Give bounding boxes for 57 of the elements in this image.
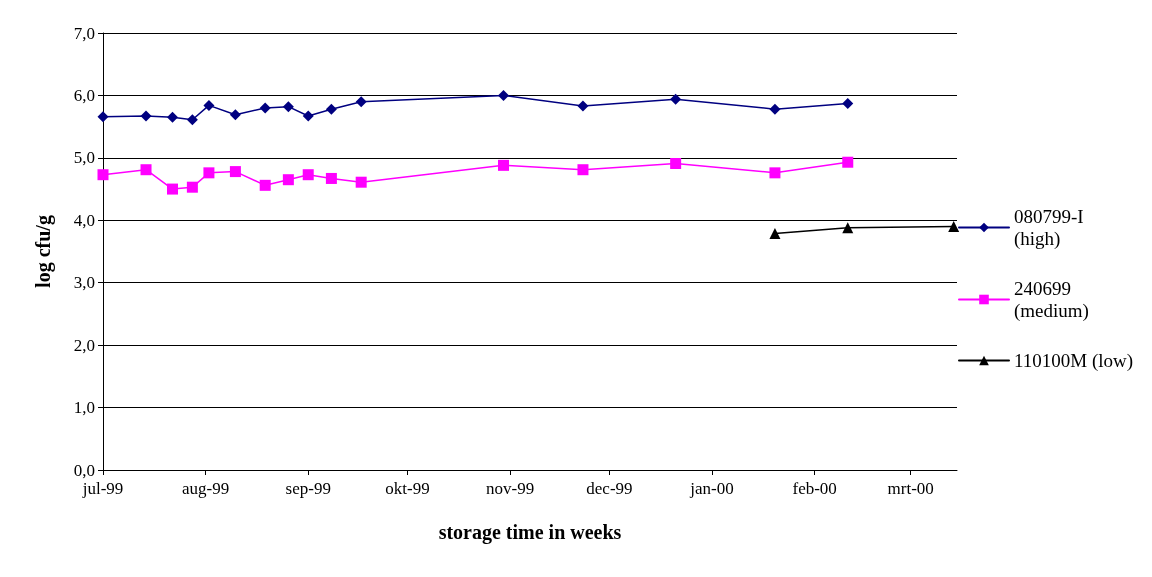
point (577, 164, 589, 176)
point (140, 164, 152, 176)
point (259, 102, 271, 114)
y-tick-label: 4,0 (73, 210, 95, 230)
x-tick-label: sep-99 (285, 479, 331, 498)
x-tick-label: jan-00 (689, 479, 734, 498)
point (325, 103, 337, 115)
point (229, 109, 241, 121)
point (842, 222, 854, 234)
point (325, 172, 337, 184)
point (498, 89, 510, 101)
point (167, 111, 179, 123)
x-tick-label: nov-99 (486, 479, 535, 498)
x-tick-label: okt-99 (385, 479, 430, 498)
point (577, 100, 589, 112)
y-tick-label: 7,0 (73, 23, 95, 43)
x-tick-label: feb-00 (792, 479, 837, 498)
point (769, 227, 781, 239)
point (167, 183, 179, 195)
point (302, 110, 314, 122)
point (769, 103, 781, 115)
y-tick-label: 2,0 (73, 335, 95, 355)
x-tick-label: aug-99 (182, 479, 230, 498)
point (186, 181, 198, 193)
y-tick-label: 5,0 (73, 148, 95, 168)
point (259, 179, 271, 191)
legend-label: 110100M (low) (1014, 350, 1134, 372)
point (670, 93, 682, 105)
point (302, 169, 314, 181)
legend-label: 080799-I (high) (1014, 206, 1089, 250)
point (229, 166, 241, 178)
x-tick-label: dec-99 (586, 479, 633, 498)
y-tick-label: 6,0 (73, 85, 95, 105)
y-axis-title: log cfu/g (32, 215, 55, 288)
y-tick-label: 0,0 (73, 460, 95, 480)
point (355, 176, 367, 188)
point (498, 159, 510, 171)
point (769, 167, 781, 179)
point (948, 221, 960, 233)
y-tick-label: 1,0 (73, 398, 95, 418)
x-tick-label: jul-99 (81, 479, 124, 498)
legend-label: 240699 (medium) (1014, 278, 1089, 322)
point (203, 167, 215, 179)
point (97, 111, 109, 123)
x-axis-title: storage time in weeks (438, 521, 622, 544)
point (842, 156, 854, 168)
y-tick-label: 3,0 (73, 273, 95, 293)
point (186, 114, 198, 126)
point (97, 169, 109, 181)
point (355, 96, 367, 108)
point (140, 110, 152, 122)
point (842, 98, 854, 110)
point (203, 99, 215, 111)
point (282, 174, 294, 186)
x-tick-label: mrt-00 (887, 479, 934, 498)
point (282, 101, 294, 113)
point (670, 157, 682, 169)
